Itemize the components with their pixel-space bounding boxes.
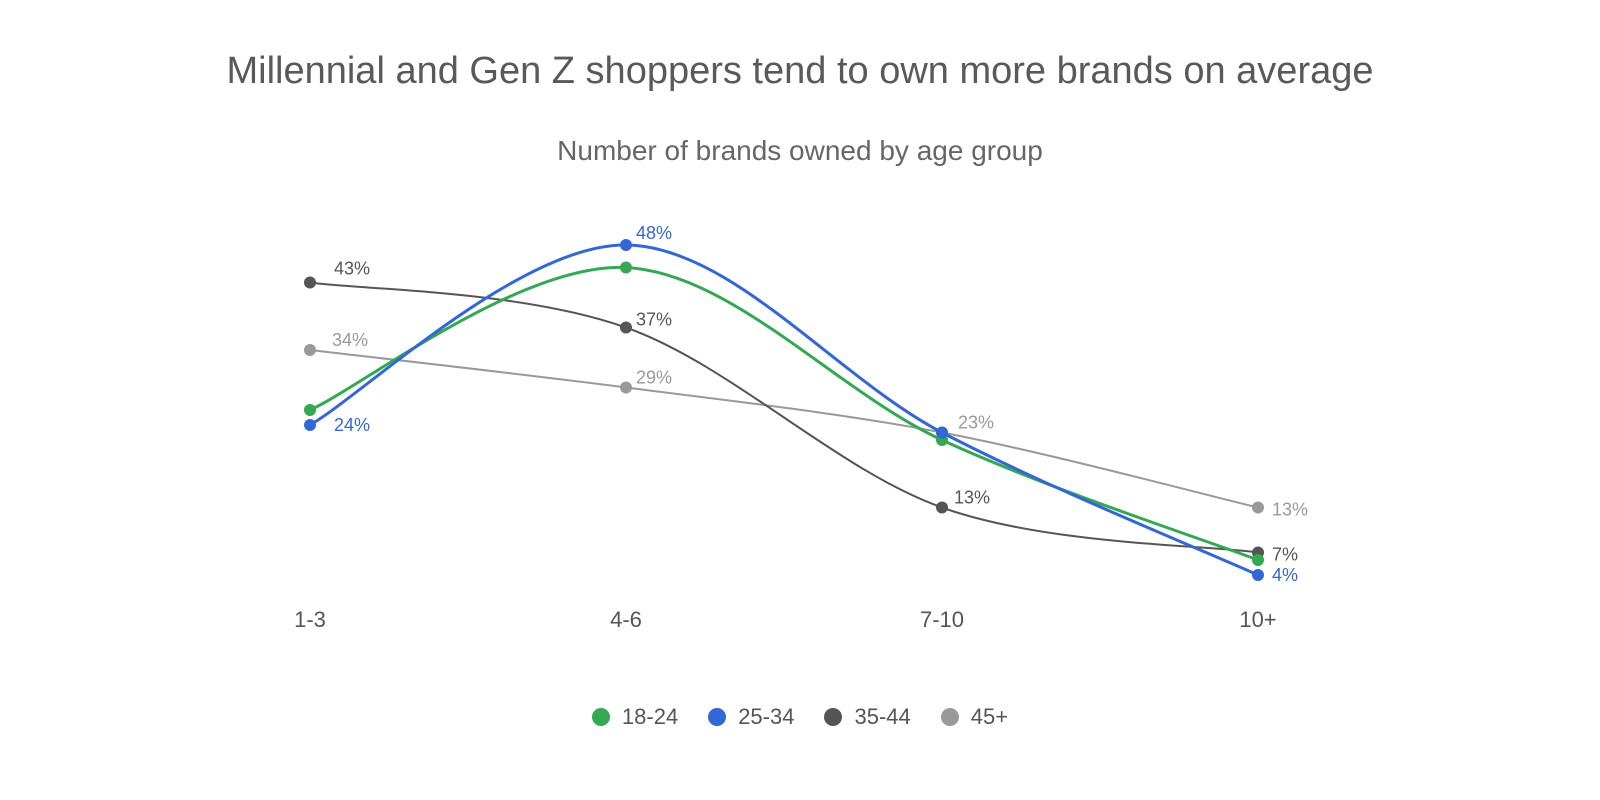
data-label-35-44: 7% <box>1272 545 1298 565</box>
legend-item: 25-34 <box>708 704 794 730</box>
legend-item: 45+ <box>940 704 1009 730</box>
data-label-35-44: 37% <box>636 310 672 330</box>
series-line-25-34 <box>309 243 1259 577</box>
legend: 18-24 25-34 35-44 45+ <box>0 704 1600 730</box>
data-point-45+ <box>620 381 632 394</box>
data-label-25-34: 4% <box>1272 565 1298 585</box>
series-line-18-24 <box>309 265 1259 562</box>
data-label-45+: 34% <box>332 330 368 350</box>
data-point-25-34 <box>936 426 948 439</box>
legend-label: 18-24 <box>621 704 679 729</box>
data-point-35-44 <box>936 501 948 514</box>
legend-label: 25-34 <box>738 704 795 729</box>
data-point-25-34 <box>1252 569 1264 581</box>
x-tick-label: 10+ <box>1239 607 1276 632</box>
chart-title: Millennial and Gen Z shoppers tend to ow… <box>226 50 1374 92</box>
x-tick-label: 1-3 <box>294 607 326 632</box>
legend-item: 18-24 <box>591 704 679 730</box>
legend-label: 35-44 <box>854 704 911 729</box>
data-point-45+ <box>304 344 316 356</box>
data-point-35-44 <box>304 276 316 289</box>
x-tick-label: 7-10 <box>920 607 964 632</box>
legend-marker <box>708 708 727 726</box>
data-label-35-44: 13% <box>954 488 990 508</box>
legend-marker <box>940 708 959 726</box>
chart-subtitle: Number of brands owned by age group <box>557 135 1043 166</box>
series-line-45+ <box>309 349 1259 509</box>
data-point-18-24 <box>304 404 316 416</box>
data-point-25-34 <box>304 419 316 431</box>
data-point-25-34 <box>620 239 632 251</box>
legend-marker <box>591 708 610 726</box>
data-point-45+ <box>1252 501 1264 514</box>
data-label-25-34: 48% <box>636 223 672 243</box>
data-point-35-44 <box>620 321 632 334</box>
data-label-45+: 23% <box>958 413 994 433</box>
series-line-35-44 <box>309 281 1259 554</box>
data-point-18-24 <box>1252 554 1264 566</box>
data-label-45+: 29% <box>636 368 672 388</box>
data-label-45+: 13% <box>1272 500 1308 520</box>
data-label-25-34: 24% <box>334 415 370 435</box>
legend-marker <box>824 708 843 726</box>
x-tick-label: 4-6 <box>610 607 642 632</box>
legend-item: 35-44 <box>824 704 911 730</box>
data-point-18-24 <box>620 261 632 274</box>
legend-label: 45+ <box>970 704 1009 729</box>
data-label-35-44: 43% <box>334 259 370 279</box>
